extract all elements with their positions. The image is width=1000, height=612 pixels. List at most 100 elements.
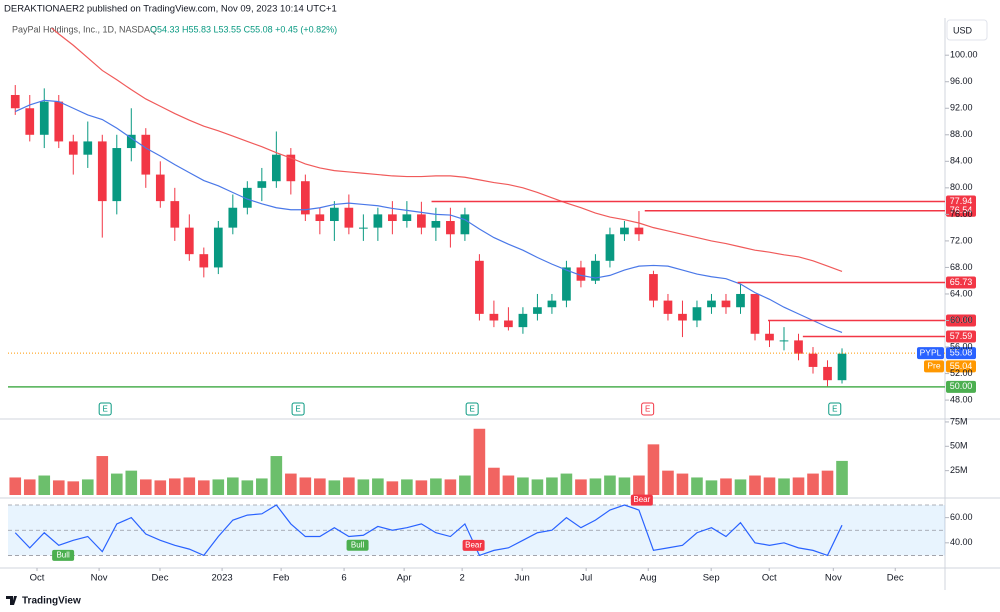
volume-bar — [517, 477, 529, 495]
candle-body — [286, 154, 296, 182]
candle-body — [475, 260, 484, 314]
tradingview-logo — [6, 596, 17, 605]
volume-bar — [125, 470, 138, 495]
level-label-box — [946, 195, 976, 208]
volume-bar — [691, 477, 703, 495]
candle-body — [402, 214, 412, 222]
candle-body — [837, 353, 847, 381]
volume-bar — [749, 475, 761, 495]
y-tick-label: 75M — [950, 416, 968, 426]
candle-body — [605, 234, 615, 261]
x-tick-label: 2 — [459, 573, 464, 584]
earnings-marker — [828, 402, 842, 416]
candle-body — [431, 221, 441, 228]
signal-box — [346, 539, 369, 551]
volume-bar — [604, 475, 616, 495]
volume-bar — [662, 470, 674, 495]
level-label-box — [946, 330, 976, 343]
signal-label: Bear — [465, 541, 482, 550]
x-tick-label: Nov — [91, 573, 108, 584]
earnings-marker — [98, 402, 112, 416]
y-tick-label: 25M — [950, 465, 968, 475]
candle-body — [300, 181, 310, 215]
candle-body — [634, 227, 644, 235]
candle-body — [170, 201, 180, 228]
y-tick-label: 72.00 — [950, 235, 973, 245]
candle-body — [213, 227, 223, 268]
volume-bar — [9, 477, 22, 495]
pre-price-label: 55.04 — [950, 361, 973, 371]
candle-body — [112, 148, 122, 202]
level-label: 77.94 — [950, 196, 973, 206]
candle-body — [242, 187, 252, 208]
volume-bar — [647, 444, 660, 495]
earnings-marker — [291, 402, 305, 416]
y-tick-label: 40.00 — [950, 537, 973, 547]
volume-bar — [328, 480, 341, 495]
y-tick-label: 76.00 — [950, 209, 973, 219]
candle-body — [576, 267, 586, 281]
pre-price-box — [946, 360, 976, 373]
signal-label: Bull — [351, 540, 365, 549]
level-label-box — [946, 380, 976, 393]
volume-bar — [459, 475, 471, 495]
candle-body — [10, 94, 20, 109]
candle-body — [199, 254, 209, 268]
y-tick-label: 84.00 — [950, 156, 973, 166]
volume-bar — [270, 456, 283, 495]
volume-bar — [67, 481, 80, 495]
moving-average — [15, 99, 843, 334]
symbol-box — [917, 347, 944, 360]
volume-bar — [212, 479, 225, 495]
volume-bar — [531, 479, 544, 495]
signal-box — [462, 539, 485, 551]
volume-bar — [821, 470, 834, 495]
currency-box[interactable] — [946, 19, 988, 41]
y-tick-label: 64.00 — [950, 288, 973, 298]
y-tick-label: 88.00 — [950, 129, 973, 139]
level-label-box — [946, 276, 976, 289]
earnings-label: E — [295, 405, 300, 414]
x-tick-label: Dec — [152, 573, 169, 584]
volume-bar — [488, 467, 500, 495]
x-tick-label: 2023 — [212, 573, 233, 584]
signal-label: Bear — [633, 495, 650, 504]
x-tick-label: Jul — [580, 573, 592, 584]
x-tick-label: Oct — [762, 573, 777, 584]
y-tick-label: 60.00 — [950, 315, 973, 325]
candle-body — [330, 207, 339, 222]
candle-body — [446, 221, 455, 235]
candle-body — [721, 300, 731, 308]
y-tick-label: 48.00 — [950, 394, 973, 404]
volume-bar — [110, 473, 123, 495]
volume-bar — [241, 480, 254, 495]
price-pane — [8, 28, 945, 387]
candle-body — [141, 134, 151, 175]
volume-bar — [372, 478, 384, 495]
candle-body — [184, 227, 194, 255]
candle-body — [228, 207, 238, 228]
candle-body — [518, 313, 528, 328]
candle-body — [25, 108, 35, 135]
currency: USD — [953, 25, 973, 35]
candle-body — [562, 267, 571, 301]
earnings-label: E — [103, 405, 108, 414]
signal-box — [630, 494, 653, 506]
volume-bar — [792, 477, 805, 495]
candle-body — [83, 141, 93, 155]
earnings-marker — [465, 402, 479, 416]
footer-brand: TradingView — [22, 596, 81, 607]
y-tick-label: 60.00 — [950, 512, 973, 522]
moving-average — [50, 28, 843, 272]
candle-body — [388, 214, 397, 222]
volume-bar — [575, 479, 587, 495]
y-tick-label: 96.00 — [950, 76, 973, 86]
x-tick-label: Apr — [397, 573, 412, 584]
earnings-marker — [641, 402, 655, 416]
candle-body — [794, 340, 803, 354]
x-tick-label: Sep — [703, 573, 720, 584]
symbol-label: PYPL — [920, 347, 942, 357]
level-label: 57.59 — [950, 331, 973, 341]
candle-body — [504, 320, 513, 328]
